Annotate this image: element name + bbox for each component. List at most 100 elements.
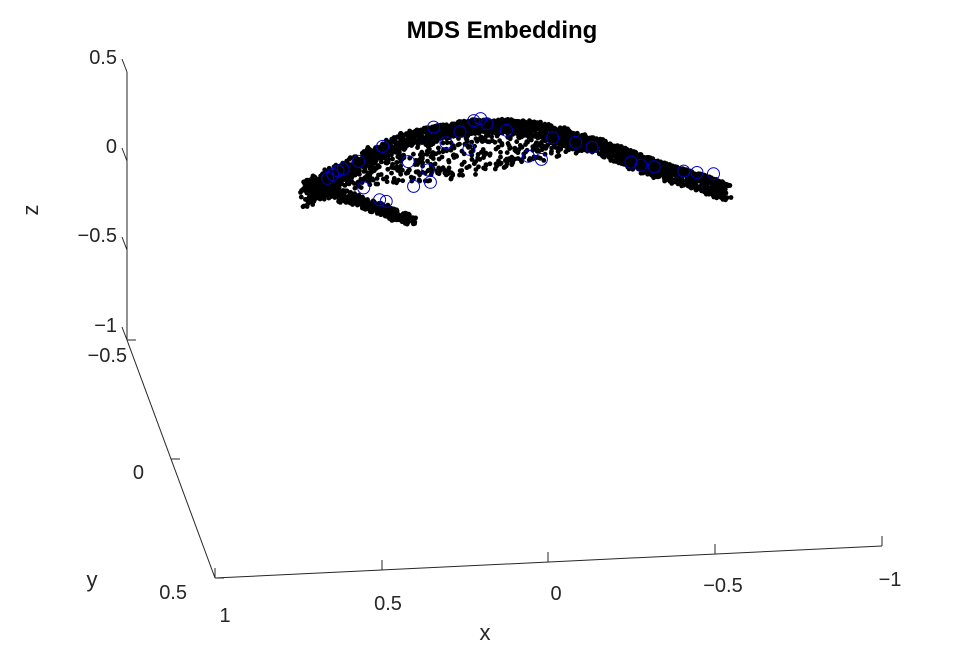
data-point: [600, 137, 606, 142]
data-point: [507, 136, 513, 142]
data-point: [487, 161, 493, 167]
data-point: [503, 163, 509, 169]
data-point: [534, 140, 539, 146]
data-point: [505, 125, 511, 131]
data-point: [475, 152, 481, 157]
data-point: [337, 167, 343, 173]
data-point: [479, 138, 485, 143]
data-point: [378, 172, 384, 177]
data-point: [352, 185, 358, 191]
data-point: [369, 176, 375, 182]
data-point: [462, 128, 468, 133]
data-point: [402, 145, 408, 151]
data-point: [473, 172, 478, 177]
data-point: [483, 162, 489, 168]
data-point: [559, 139, 565, 145]
data-point: [616, 160, 622, 166]
data-point: [413, 215, 418, 221]
data-point: [453, 129, 459, 135]
data-point: [374, 205, 380, 211]
data-point: [542, 135, 548, 141]
highlight-marker: [379, 194, 393, 208]
data-point: [718, 195, 724, 201]
data-point: [405, 141, 411, 147]
data-point: [446, 169, 452, 175]
data-point: [717, 186, 722, 192]
data-point: [329, 187, 335, 193]
data-point: [436, 150, 442, 155]
data-point: [590, 148, 596, 154]
data-point: [507, 146, 513, 151]
y-tick-label: −0.5: [88, 345, 127, 367]
data-point: [410, 136, 415, 141]
highlight-marker: [534, 152, 548, 166]
data-point: [542, 125, 548, 130]
data-point: [389, 218, 395, 223]
axes: [126, 72, 883, 579]
data-point: [455, 121, 461, 127]
data-point: [624, 152, 630, 157]
data-point: [620, 146, 625, 152]
data-point: [436, 171, 442, 177]
data-point: [469, 157, 475, 162]
data-point: [443, 135, 449, 140]
data-point: [334, 182, 339, 187]
highlight-marker: [480, 117, 494, 131]
data-point: [384, 213, 390, 219]
data-point: [511, 122, 516, 128]
data-point: [393, 150, 399, 155]
data-point: [498, 154, 503, 160]
highlight-marker: [707, 167, 720, 181]
highlight-marker: [453, 125, 467, 139]
data-point: [493, 129, 499, 134]
data-point: [383, 160, 389, 166]
data-point: [405, 168, 411, 174]
data-point: [524, 124, 529, 130]
data-point: [668, 166, 674, 171]
data-point: [513, 148, 519, 154]
data-point: [555, 145, 561, 151]
data-point: [350, 194, 356, 200]
data-point: [444, 140, 450, 146]
data-point: [358, 201, 363, 207]
ticks: 0.5 0 −0.5 −1 −0.5 0 0.5 1 0.5 0 −0.5 −1: [78, 47, 902, 627]
data-point: [515, 130, 521, 136]
data-point: [516, 134, 521, 140]
data-point: [501, 120, 506, 125]
data-point: [325, 190, 331, 196]
data-point: [406, 212, 411, 218]
highlight-marker: [467, 114, 481, 128]
data-point: [413, 169, 419, 175]
data-point: [381, 176, 386, 182]
data-point: [347, 155, 353, 161]
highlight-marker: [569, 135, 583, 149]
data-point: [442, 170, 448, 176]
data-point: [477, 157, 483, 162]
data-point: [427, 146, 432, 152]
data-point: [526, 135, 532, 140]
data-point: [482, 138, 488, 144]
z-tick-mark: [121, 147, 128, 162]
data-point: [702, 186, 708, 192]
data-point: [600, 141, 606, 147]
data-point: [466, 122, 471, 128]
data-point: [566, 147, 571, 153]
data-point: [442, 125, 448, 131]
data-point: [451, 121, 457, 127]
data-point: [310, 178, 315, 184]
data-point: [448, 176, 454, 182]
data-point: [440, 165, 446, 171]
data-point: [421, 125, 427, 131]
data-point: [634, 152, 640, 158]
data-point: [710, 192, 716, 198]
data-point: [439, 154, 445, 160]
data-point: [457, 141, 462, 147]
data-point: [417, 158, 423, 164]
data-point: [446, 165, 452, 171]
data-point: [537, 143, 543, 149]
data-point: [453, 153, 459, 159]
data-point: [337, 198, 343, 204]
data-point: [617, 151, 623, 157]
data-point: [524, 139, 530, 145]
z-tick-label: 0: [106, 136, 117, 158]
